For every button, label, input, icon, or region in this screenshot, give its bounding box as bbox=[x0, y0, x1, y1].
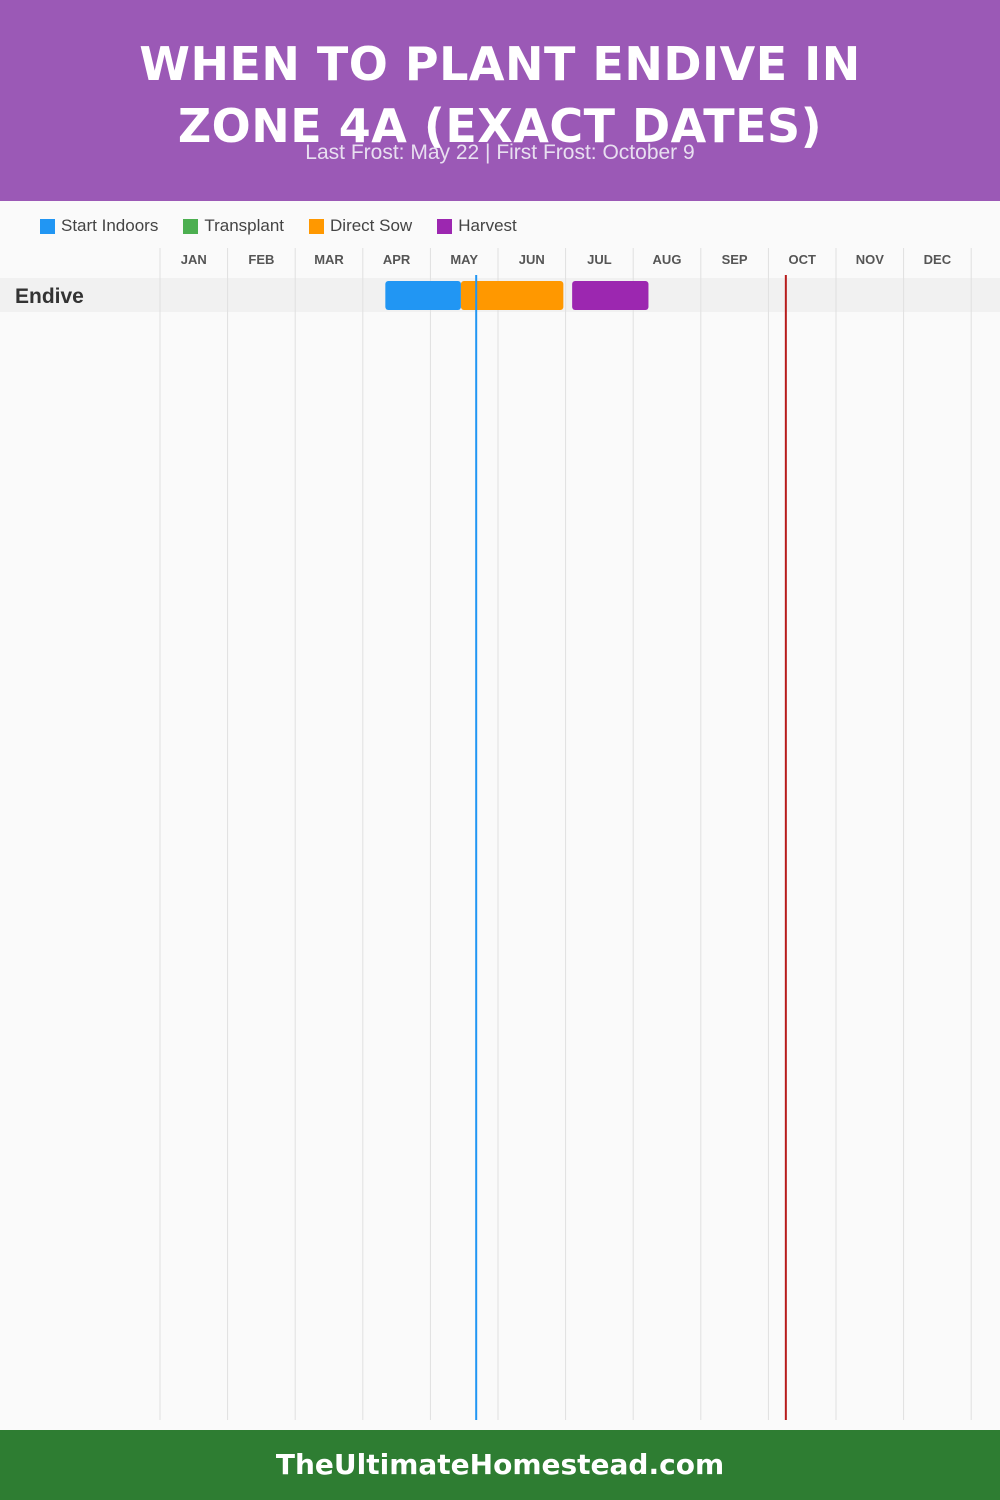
legend-item-start-indoors: Start Indoors bbox=[40, 216, 158, 236]
frost-dates-subtitle: Last Frost: May 22 | First Frost: Octobe… bbox=[305, 141, 695, 164]
month-label-jan: JAN bbox=[181, 252, 207, 267]
month-label-dec: DEC bbox=[924, 252, 952, 267]
legend-label-direct-sow: Direct Sow bbox=[330, 216, 413, 235]
legend-label-transplant: Transplant bbox=[204, 216, 285, 235]
month-label-nov: NOV bbox=[856, 252, 885, 267]
legend: Start Indoors Transplant Direct Sow Harv… bbox=[40, 214, 542, 238]
month-label-apr: APR bbox=[383, 252, 411, 267]
month-label-jun: JUN bbox=[519, 252, 545, 267]
bar-start-indoors bbox=[385, 281, 461, 310]
month-label-aug: AUG bbox=[653, 252, 682, 267]
month-label-oct: OCT bbox=[788, 252, 816, 267]
month-label-may: MAY bbox=[450, 252, 478, 267]
legend-item-direct-sow: Direct Sow bbox=[309, 216, 412, 236]
planting-calendar-chart: JAN FEB MAR APR MAY JUN JUL AUG SEP OCT NOV DEC Endi… bbox=[0, 248, 1000, 1420]
legend-swatch-transplant bbox=[183, 218, 199, 234]
page-title: When to Plant Endive in Zone 4a (Exact D… bbox=[139, 37, 861, 153]
legend-label-start-indoors: Start Indoors bbox=[61, 216, 159, 235]
legend-label-harvest: Harvest bbox=[458, 216, 517, 235]
legend-swatch-start-indoors bbox=[40, 218, 55, 234]
month-label-mar: MAR bbox=[314, 252, 344, 267]
month-label-jul: JUL bbox=[587, 252, 612, 267]
legend-swatch-harvest bbox=[437, 218, 453, 234]
crop-label: Endive bbox=[15, 285, 84, 308]
footer-banner: TheUltimateHomestead.com bbox=[0, 1430, 1000, 1500]
legend-item-harvest: Harvest bbox=[437, 216, 517, 236]
month-label-feb: FEB bbox=[248, 252, 274, 267]
legend-item-transplant: Transplant bbox=[183, 216, 284, 236]
footer-site-link[interactable]: TheUltimateHomestead.com bbox=[275, 1448, 725, 1481]
legend-swatch-direct-sow bbox=[309, 218, 325, 234]
bar-direct-sow bbox=[460, 281, 564, 310]
header-banner: When to Plant Endive in Zone 4a (Exact D… bbox=[0, 0, 1000, 201]
bar-harvest bbox=[572, 281, 649, 310]
month-label-sep: SEP bbox=[722, 252, 748, 267]
